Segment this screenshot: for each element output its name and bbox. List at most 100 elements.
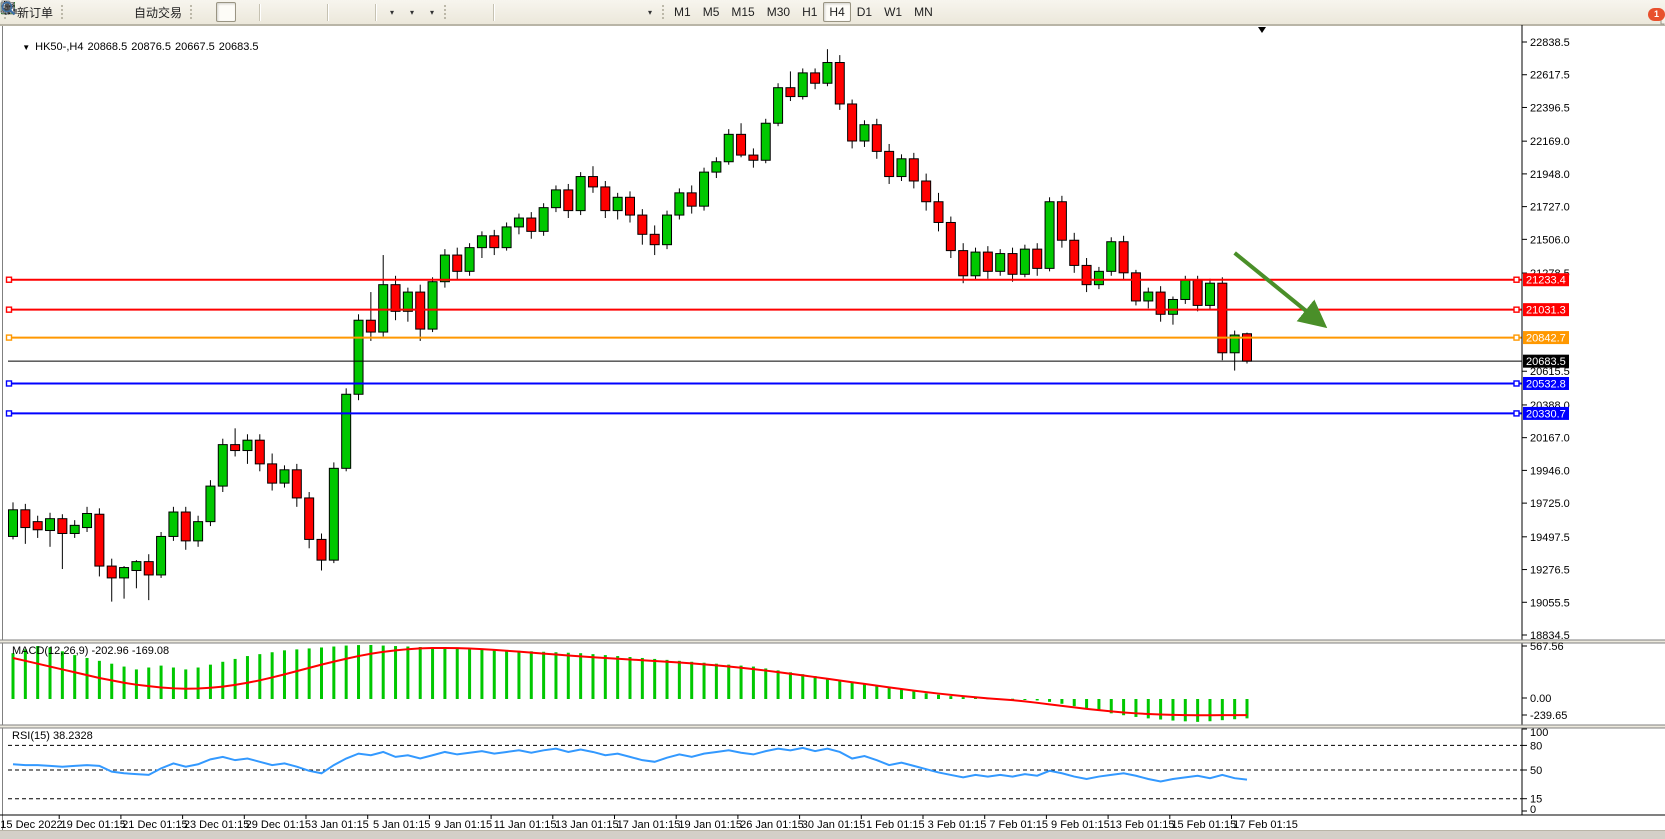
line-handle[interactable] [5,306,13,313]
line-handle[interactable] [1513,276,1520,283]
price-label-box [1523,273,1569,287]
chart-shift-button[interactable] [1,2,372,22]
macd-histogram-bar [1208,699,1212,722]
candle [1007,253,1018,275]
tile-windows-button[interactable] [1,2,324,22]
timeframe-d1[interactable]: D1 [851,2,878,22]
date-axis-label: 15 Dec 2022 [0,819,62,831]
toolbar-grip[interactable] [189,3,194,21]
candle [217,444,228,487]
arrows-button[interactable]: ▾ [6,2,658,22]
signals-button[interactable] [0,2,127,22]
candle [1217,282,1228,354]
macd-histogram-bar [1245,699,1249,719]
macd-histogram-bar [147,667,151,699]
panel-separator[interactable] [0,640,1665,643]
date-axis-label: 13 Jan 01:15 [555,819,619,831]
candle [748,154,759,161]
equidistant-channel-button[interactable]: E [0,2,578,22]
market-watch-button[interactable] [2,2,87,22]
price-label-value: 21031.3 [1526,305,1566,317]
candle [686,192,697,207]
auto-trading-button[interactable]: 自动交易 [0,2,186,22]
line-handle[interactable] [1513,306,1520,313]
toolbar-grip[interactable] [661,3,666,21]
macd-histogram-bar [1109,699,1113,714]
indicators-button[interactable]: ▾ [1,2,400,22]
line-chart-button[interactable] [1,2,256,22]
text-button[interactable]: A [3,1,618,22]
line-handle[interactable] [5,334,13,341]
timeframe-m5[interactable]: M5 [697,2,726,22]
chart-canvas[interactable]: 22838.5 22617.5 22396.5 22169.0 21948.0 21727… [0,25,1665,839]
navigator-button[interactable] [1,2,107,22]
panel-separator[interactable] [0,725,1665,728]
timeframe-h4[interactable]: H4 [823,2,851,22]
cursor-button[interactable] [5,2,470,22]
templates-button[interactable]: ▾ [1,2,440,22]
fibonacci-button[interactable]: F [1,2,598,22]
macd-axis-label: 0.00 [1530,693,1551,705]
candle [476,235,487,249]
timeframe-h1[interactable]: H1 [796,2,823,22]
vertical-line-button[interactable] [5,1,518,22]
toolbar-grip[interactable] [60,3,65,21]
timeframe-w1[interactable]: W1 [878,2,908,22]
line-handle[interactable] [1513,410,1520,417]
candle [69,524,80,534]
timeframe-m30[interactable]: M30 [761,2,796,22]
candle [427,281,438,330]
macd-histogram-bar [196,667,200,699]
timeframe-m15[interactable]: M15 [725,2,760,22]
candle [365,319,376,333]
text-label-button[interactable]: T [1,2,638,22]
candle [563,189,574,212]
periods-button[interactable]: ▾ [1,1,420,22]
timeframe-mn[interactable]: MN [908,2,939,22]
toolbar-separator [327,3,330,21]
candle [452,254,463,272]
macd-histogram-bar [690,661,694,699]
chevron-down-icon: ▾ [430,7,435,17]
bar-chart-button[interactable] [1,2,216,22]
macd-histogram-bar [233,658,237,699]
candlestick-chart-button[interactable] [2,1,237,22]
line-handle[interactable] [5,410,13,417]
annotation-arrow[interactable] [1233,251,1328,329]
macd-histogram-bar [653,658,657,699]
line-handle[interactable] [5,276,13,283]
zoom-out-button[interactable] [1,1,304,22]
macd-histogram-bar [443,647,447,699]
macd-histogram-bar [924,693,928,699]
chart-dropdown-icon[interactable]: ▼ [22,43,31,52]
macd-histogram-bar [875,685,879,699]
crosshair-button[interactable] [2,2,490,22]
chart-shift-marker[interactable] [1258,27,1266,33]
macd-histogram-bar [23,649,27,699]
timeframe-m1[interactable]: M1 [668,2,697,22]
price-label-value: 21233.4 [1526,275,1566,287]
trendline-button[interactable] [1,2,558,22]
candle [526,217,537,232]
horizontal-line-button[interactable] [1,2,538,22]
macd-axis-label: -239.65 [1530,710,1567,722]
line-handle[interactable] [5,380,13,387]
date-axis-label: 9 Jan 01:15 [435,819,493,831]
notification-badge: 1 [1648,8,1665,21]
date-axis-label: 19 Dec 01:15 [60,819,125,831]
auto-scroll-button[interactable] [1,2,352,22]
line-handle[interactable] [1513,380,1520,387]
macd-histogram-bar [640,657,644,699]
candle [760,122,771,161]
date-axis-label: 17 Feb 01:15 [1233,819,1298,831]
candle [1044,201,1055,269]
toolbar-grip[interactable] [443,3,448,21]
zoom-in-button[interactable] [1,1,284,22]
macd-histogram-bar [97,660,101,699]
price-axis-label: 21948.0 [1530,169,1570,181]
line-handle[interactable] [1513,334,1520,341]
macd-histogram-bar [332,646,336,699]
macd-histogram-bar [751,666,755,699]
candle [1056,201,1067,241]
